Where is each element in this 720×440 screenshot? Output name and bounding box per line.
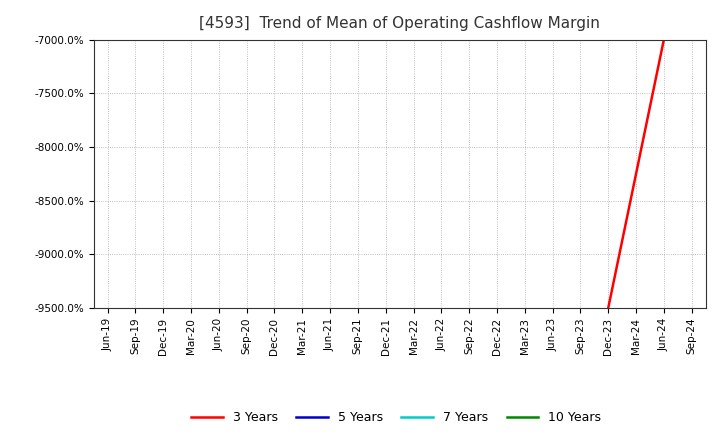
Legend: 3 Years, 5 Years, 7 Years, 10 Years: 3 Years, 5 Years, 7 Years, 10 Years <box>186 407 606 429</box>
Title: [4593]  Trend of Mean of Operating Cashflow Margin: [4593] Trend of Mean of Operating Cashfl… <box>199 16 600 32</box>
